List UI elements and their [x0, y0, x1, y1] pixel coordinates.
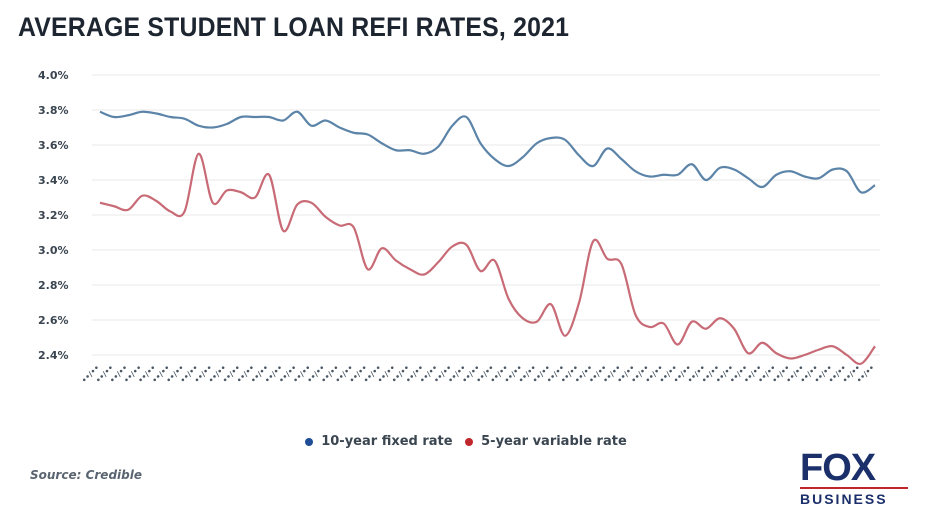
- series-5-year-variable-line: [99, 152, 876, 366]
- chart-title: AVERAGE STUDENT LOAN REFI RATES, 2021: [18, 12, 570, 42]
- y-tick-label: 3.4%: [38, 174, 69, 187]
- series-10-year-fixed-line: [99, 110, 876, 194]
- fox-business-logo: FOX BUSINESS: [800, 447, 912, 508]
- legend-label: 5-year variable rate: [481, 434, 627, 449]
- y-tick-label: 2.4%: [38, 349, 69, 362]
- legend-item-fixed: 10-year fixed rate: [305, 434, 453, 449]
- legend: 10-year fixed rate 5-year variable rate: [0, 434, 932, 450]
- legend-label: 10-year fixed rate: [321, 434, 453, 449]
- y-axis-ticks: 4.0% 3.8% 3.6% 3.4% 3.2% 3.0% 2.8% 2.6% 2.4%: [38, 69, 69, 362]
- legend-dot-icon: [465, 437, 474, 446]
- y-tick-label: 2.6%: [38, 314, 69, 327]
- y-tick-label: 3.8%: [38, 104, 69, 117]
- gridlines: [92, 74, 880, 356]
- legend-item-variable: 5-year variable rate: [465, 434, 627, 449]
- y-tick-label: 4.0%: [38, 69, 69, 82]
- logo-business-text: BUSINESS: [800, 491, 888, 507]
- y-tick-label: 3.6%: [38, 139, 69, 152]
- source-note: Source: Credible: [30, 468, 142, 482]
- y-tick-label: 2.8%: [38, 279, 69, 292]
- logo-rule: [800, 487, 908, 489]
- logo-fox-text: FOX: [800, 447, 876, 489]
- y-tick-label: 3.2%: [38, 209, 69, 222]
- legend-dot-icon: [305, 437, 314, 446]
- line-chart: 4.0% 3.8% 3.6% 3.4% 3.2% 3.0% 2.8% 2.6% 2.4% ••/…: [38, 69, 880, 385]
- y-tick-label: 3.0%: [38, 244, 69, 257]
- x-axis-ticks: ••/••••/••••/••••/••••/••••/••••/••••/••…: [80, 363, 877, 385]
